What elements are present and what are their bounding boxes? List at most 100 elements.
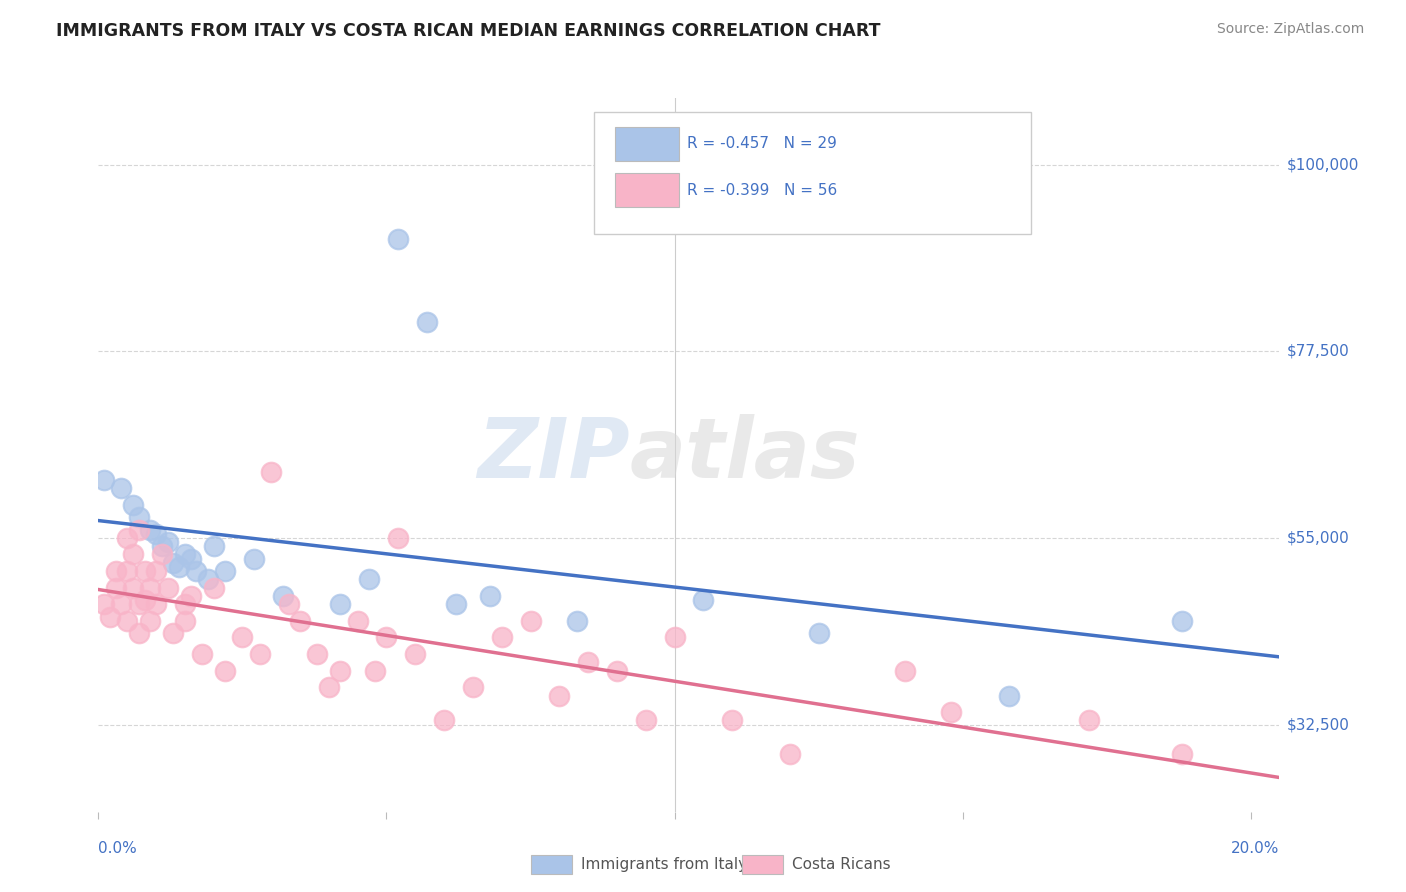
- Point: [139, 581, 162, 595]
- Point: [115, 531, 138, 545]
- Point: [329, 597, 352, 611]
- Point: [93, 597, 115, 611]
- Text: IMMIGRANTS FROM ITALY VS COSTA RICAN MEDIAN EARNINGS CORRELATION CHART: IMMIGRANTS FROM ITALY VS COSTA RICAN MED…: [56, 22, 880, 40]
- Point: [576, 656, 599, 670]
- Point: [202, 581, 225, 595]
- Point: [173, 548, 195, 562]
- Point: [1170, 747, 1192, 761]
- Point: [180, 589, 202, 603]
- Point: [145, 564, 167, 578]
- Point: [997, 689, 1019, 703]
- Point: [664, 631, 686, 645]
- Point: [98, 609, 121, 624]
- Point: [329, 664, 352, 678]
- Point: [260, 465, 283, 479]
- Point: [565, 614, 588, 628]
- Point: [692, 593, 714, 607]
- Point: [271, 589, 294, 603]
- Point: [128, 626, 150, 640]
- Point: [93, 473, 115, 487]
- Point: [387, 531, 409, 545]
- Point: [180, 551, 202, 566]
- Point: [807, 626, 830, 640]
- Point: [364, 664, 387, 678]
- Text: $55,000: $55,000: [1286, 531, 1350, 545]
- Point: [249, 647, 271, 661]
- Point: [128, 597, 150, 611]
- Point: [214, 564, 236, 578]
- Point: [231, 631, 253, 645]
- Text: Source: ZipAtlas.com: Source: ZipAtlas.com: [1216, 22, 1364, 37]
- Point: [197, 573, 219, 587]
- Point: [318, 680, 340, 694]
- Point: [519, 614, 541, 628]
- Point: [150, 548, 173, 562]
- Point: [416, 315, 439, 329]
- Point: [721, 714, 744, 728]
- Text: 0.0%: 0.0%: [98, 841, 138, 855]
- Point: [894, 664, 917, 678]
- Point: [288, 614, 311, 628]
- Point: [243, 551, 266, 566]
- Point: [479, 589, 502, 603]
- Point: [104, 564, 127, 578]
- FancyBboxPatch shape: [614, 173, 679, 207]
- Point: [307, 647, 329, 661]
- Point: [134, 564, 156, 578]
- Point: [104, 581, 127, 595]
- Point: [491, 631, 513, 645]
- Point: [110, 481, 132, 495]
- Point: [444, 597, 467, 611]
- Point: [202, 539, 225, 553]
- Point: [145, 526, 167, 541]
- Point: [122, 548, 145, 562]
- Point: [115, 614, 138, 628]
- Point: [214, 664, 236, 678]
- Text: ZIP: ZIP: [477, 415, 630, 495]
- Text: $100,000: $100,000: [1286, 157, 1358, 172]
- Point: [359, 573, 381, 587]
- Point: [145, 597, 167, 611]
- Point: [387, 232, 409, 246]
- Point: [375, 631, 398, 645]
- Point: [346, 614, 368, 628]
- Text: Immigrants from Italy: Immigrants from Italy: [581, 857, 747, 871]
- Point: [939, 705, 962, 719]
- Point: [606, 664, 628, 678]
- Point: [156, 535, 179, 549]
- Text: R = -0.399   N = 56: R = -0.399 N = 56: [686, 183, 837, 198]
- Point: [128, 523, 150, 537]
- Point: [1170, 614, 1192, 628]
- Point: [433, 714, 456, 728]
- Point: [779, 747, 801, 761]
- Point: [404, 647, 426, 661]
- Point: [634, 714, 657, 728]
- Point: [139, 614, 162, 628]
- Point: [110, 597, 132, 611]
- Point: [173, 614, 195, 628]
- Point: [548, 689, 571, 703]
- FancyBboxPatch shape: [595, 112, 1032, 234]
- Point: [139, 523, 162, 537]
- Text: R = -0.457   N = 29: R = -0.457 N = 29: [686, 136, 837, 152]
- Point: [277, 597, 299, 611]
- Point: [461, 680, 484, 694]
- Point: [162, 626, 184, 640]
- Point: [122, 498, 145, 512]
- Point: [1078, 714, 1101, 728]
- Point: [150, 539, 173, 553]
- Point: [156, 581, 179, 595]
- Text: Costa Ricans: Costa Ricans: [792, 857, 890, 871]
- Point: [115, 564, 138, 578]
- Point: [122, 581, 145, 595]
- Point: [128, 510, 150, 524]
- Text: $32,500: $32,500: [1286, 717, 1350, 732]
- Point: [173, 597, 195, 611]
- Text: $77,500: $77,500: [1286, 343, 1350, 359]
- Point: [167, 560, 190, 574]
- Point: [134, 593, 156, 607]
- FancyBboxPatch shape: [614, 127, 679, 161]
- Point: [186, 564, 208, 578]
- Text: atlas: atlas: [630, 415, 860, 495]
- Point: [162, 556, 184, 570]
